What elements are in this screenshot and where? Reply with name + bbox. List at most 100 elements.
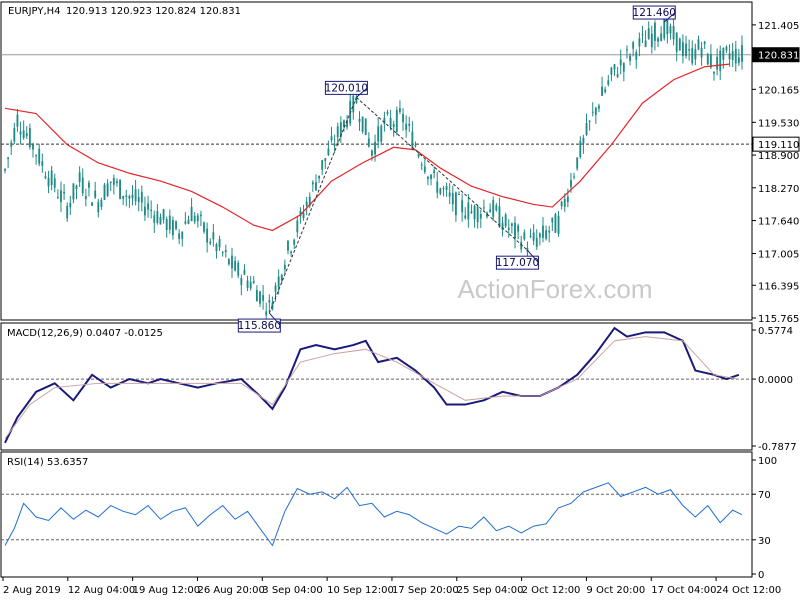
candle-body <box>181 231 184 239</box>
candle-body <box>691 48 694 64</box>
candle-body <box>678 38 681 51</box>
rsi-y-tick-label: 30 <box>758 536 771 547</box>
candle <box>187 215 190 225</box>
candle-body <box>103 184 106 200</box>
candle-body <box>56 196 59 198</box>
candle <box>231 247 233 278</box>
candlesticks <box>4 11 743 326</box>
candle <box>60 181 62 213</box>
candle-body <box>672 25 675 40</box>
price-label-box: 121.460 <box>633 5 676 23</box>
candle-body <box>517 225 520 232</box>
candle <box>439 187 442 196</box>
candle-body <box>492 200 495 217</box>
candle-body <box>647 28 650 40</box>
candle <box>566 188 569 208</box>
candle <box>448 183 451 205</box>
candle <box>632 40 635 57</box>
candle <box>249 275 252 291</box>
candle-body <box>122 196 125 199</box>
candle-body <box>364 118 367 135</box>
candle-body <box>542 225 544 238</box>
candle-body <box>501 222 504 230</box>
candle <box>255 285 258 302</box>
candle-body <box>153 215 156 223</box>
candle <box>672 16 675 46</box>
candle-body <box>315 182 317 191</box>
candle <box>426 175 429 186</box>
candle <box>19 121 22 145</box>
candle <box>703 40 706 49</box>
candle-body <box>25 133 28 137</box>
candle <box>218 235 221 251</box>
candle-body <box>722 47 725 60</box>
candle-body <box>380 125 383 142</box>
candle-body <box>308 196 311 206</box>
candle-body <box>100 200 103 207</box>
candle-body <box>91 202 94 206</box>
candle-body <box>78 172 81 183</box>
candle <box>588 120 591 131</box>
candle-body <box>411 131 414 149</box>
candle <box>72 183 75 204</box>
candle-body <box>734 48 737 64</box>
candle <box>103 182 106 200</box>
candle-body <box>669 26 672 34</box>
candle <box>346 115 348 130</box>
candle-body <box>570 180 572 188</box>
candle <box>464 207 467 220</box>
candle-body <box>97 201 100 213</box>
candle-body <box>426 176 429 179</box>
candle <box>722 47 725 69</box>
candle <box>545 225 548 241</box>
candle-body <box>112 178 115 185</box>
candle-body <box>22 130 25 138</box>
candle-body <box>84 196 87 200</box>
rsi-panel <box>0 451 753 578</box>
candle <box>324 158 327 169</box>
candle <box>293 238 296 249</box>
candle-body <box>383 117 386 124</box>
candle <box>38 143 41 167</box>
candle-body <box>178 233 181 239</box>
candle-body <box>641 34 644 36</box>
candle <box>150 200 153 219</box>
x-tick-label: 17 Sep 20:00 <box>392 585 459 596</box>
candle <box>535 229 538 250</box>
price-y-tick-label: 119.530 <box>758 118 799 129</box>
x-tick-label: 10 Sep 12:00 <box>327 585 394 596</box>
candle <box>653 20 656 51</box>
candle <box>112 174 115 195</box>
candle <box>153 210 156 234</box>
candle <box>168 209 171 234</box>
candle-body <box>719 50 722 71</box>
candle-body <box>433 170 436 174</box>
candle <box>641 25 644 44</box>
candle <box>675 32 678 62</box>
candle-body <box>523 232 526 240</box>
candle <box>458 191 460 196</box>
candle-body <box>94 190 97 198</box>
candle-body <box>184 221 187 224</box>
candle <box>610 66 613 82</box>
candle-body <box>336 126 339 138</box>
candle-body <box>367 138 370 147</box>
candle <box>268 294 271 313</box>
candle-body <box>171 220 174 236</box>
candle-body <box>206 228 209 243</box>
price-annotations: 121.460 120.010 117.070 115.860 <box>238 5 676 333</box>
candle-body <box>551 217 554 223</box>
candle <box>106 179 109 198</box>
candle <box>287 239 289 255</box>
candle <box>713 71 715 81</box>
x-tick-label: 3 Sep 04:00 <box>262 585 322 596</box>
candle <box>97 199 100 218</box>
candle <box>66 202 69 222</box>
candle-body <box>473 205 476 220</box>
price-label-box: 115.860 <box>238 312 281 333</box>
candle-body <box>196 215 199 222</box>
candle-body <box>311 182 314 185</box>
candle-body <box>479 214 482 219</box>
candle-body <box>504 214 507 227</box>
candle-body <box>137 197 140 202</box>
